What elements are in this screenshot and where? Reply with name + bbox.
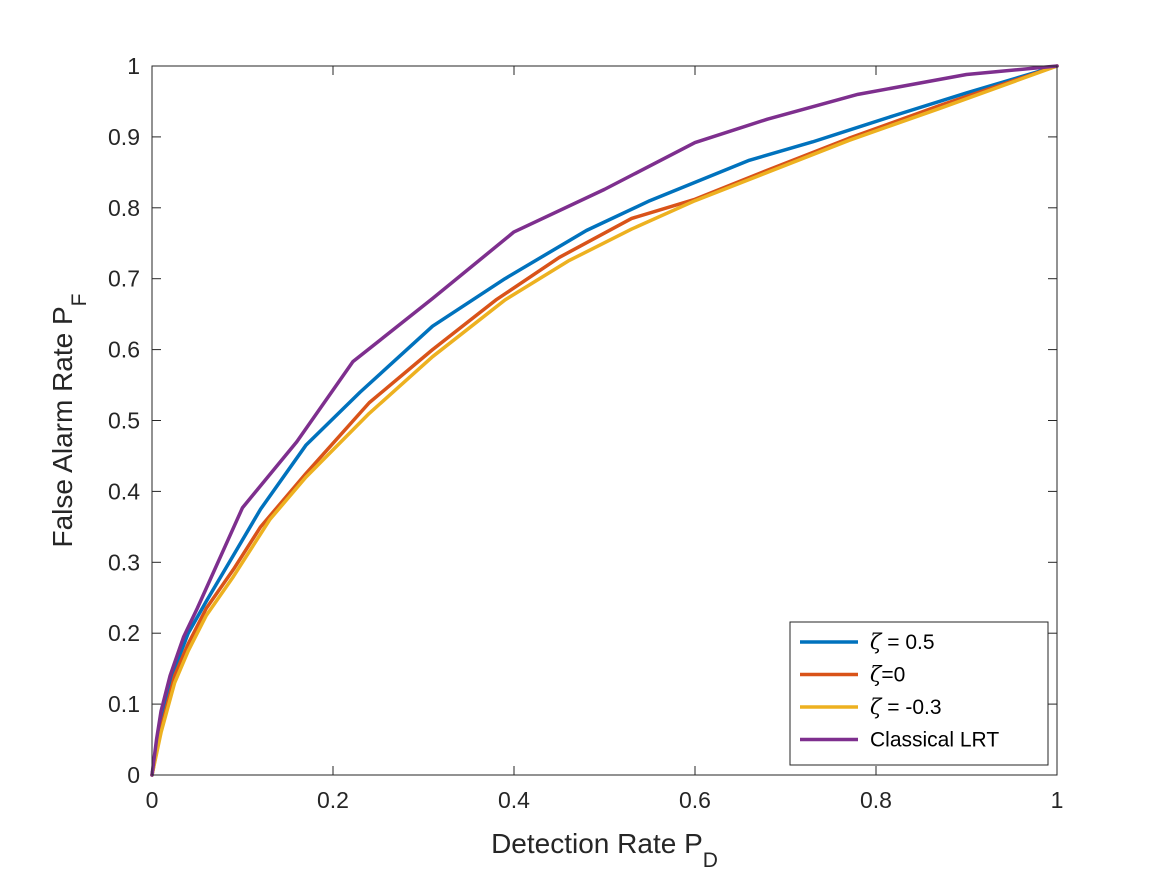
y-tick-label: 0.1 [108,691,140,717]
y-tick-label: 0.6 [108,337,140,363]
x-tick-label: 0.6 [679,787,711,813]
series-line-3 [150,64,1059,777]
y-tick-label: 0.7 [108,266,140,292]
legend-entry-text: = 0.5 [881,631,934,654]
legend-zeta-symbol: ζ [870,630,883,654]
legend-entry-1: ζ = 0.5 [870,630,935,654]
legend-zeta-symbol: ζ [870,663,883,687]
y-tick-label: 0.4 [108,478,140,504]
x-tick-label: 0 [146,787,159,813]
y-tick-label: 0.8 [108,195,140,221]
x-tick-label: 0.2 [317,787,349,813]
x-tick-label: 0.4 [498,787,530,813]
legend-entry-text: =0 [881,664,905,687]
y-tick-label: 0 [127,762,140,788]
x-axis-label-subscript: D [703,849,718,872]
x-axis-label: Detection Rate PD [491,828,718,872]
series-line-2 [150,64,1059,777]
x-tick-label: 1 [1051,787,1064,813]
x-tick-label: 0.8 [860,787,892,813]
legend-entry-3: ζ = -0.3 [870,695,942,719]
y-axis-label-main: False Alarm Rate P [47,306,78,547]
y-tick-label: 0.3 [108,549,140,575]
y-tick-label: 0.2 [108,620,140,646]
x-axis-label-main: Detection Rate P [491,828,703,859]
series-line-4 [150,64,1059,777]
legend-entry-text: Classical LRT [870,729,999,752]
series-line-1 [150,64,1059,777]
y-tick-label: 0.9 [108,124,140,150]
legend-zeta-symbol: ζ [870,695,883,719]
legend-entry-2: ζ=0 [870,663,905,687]
legend-entry-4: Classical LRT [870,729,999,752]
series-lines [150,64,1059,777]
legend-entry-text: = -0.3 [881,696,941,719]
y-axis-label: False Alarm Rate PF [47,293,91,547]
y-axis-label-subscript: F [68,293,91,306]
y-tick-label: 1 [127,53,140,79]
tick-labels: 0 0.2 0.4 0.6 0.8 1 0 0.1 0.2 0.3 0.4 0.5 0.6 0.7 0.8 0… [108,53,1063,813]
axes-box [151,65,1058,776]
y-tick-label: 0.5 [108,408,140,434]
